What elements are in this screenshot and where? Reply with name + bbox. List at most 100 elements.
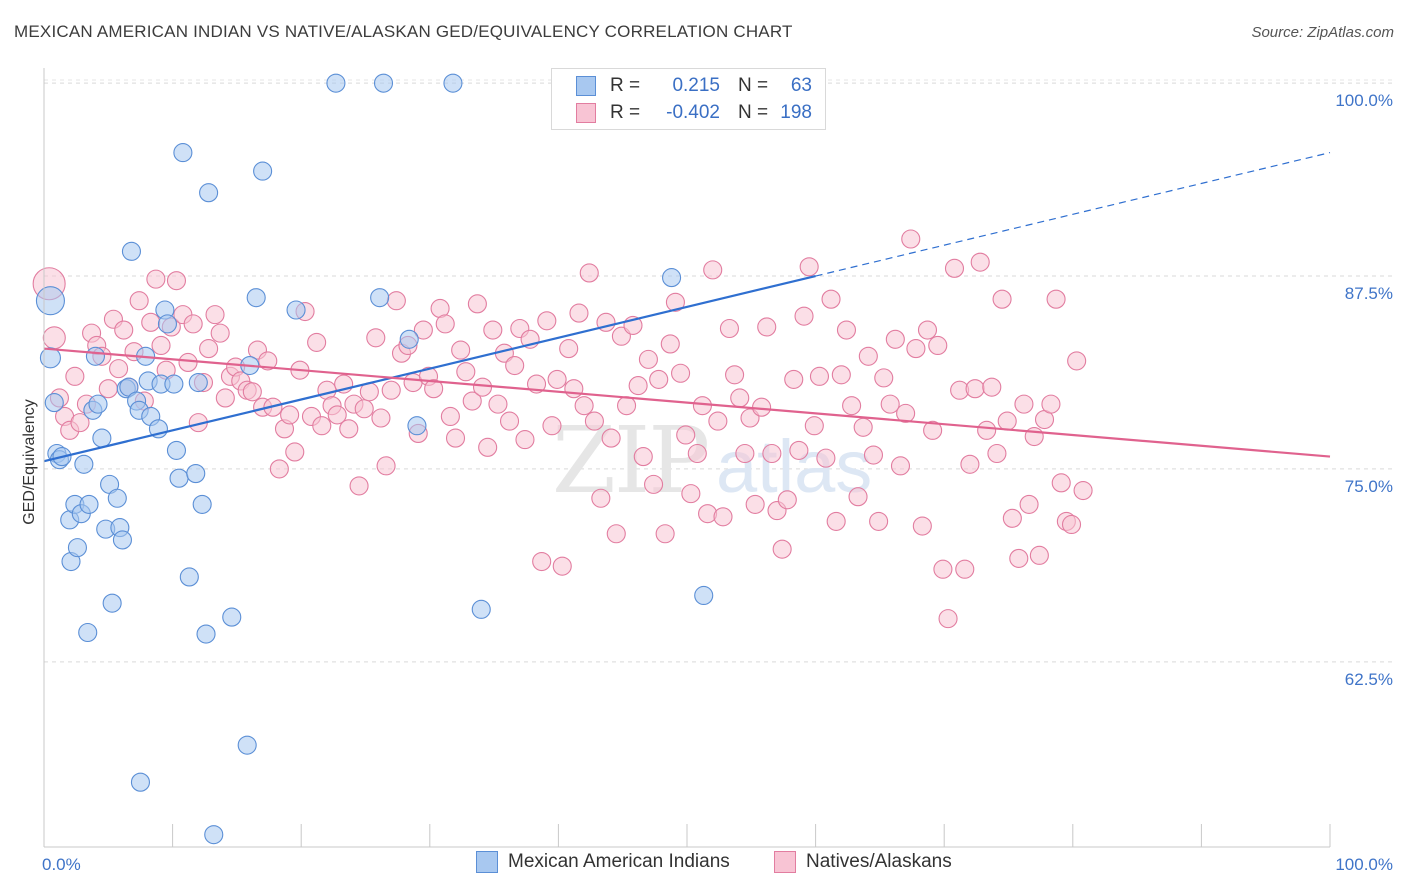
- native-alaskan-point: [789, 440, 809, 460]
- native-alaskan-point: [349, 476, 369, 496]
- mexican-american-indian-point: [166, 440, 187, 460]
- native-alaskan-point: [655, 524, 675, 544]
- native-alaskan-point: [745, 494, 765, 514]
- mexican-american-indian-point: [121, 241, 141, 261]
- native-alaskan-point: [804, 416, 824, 436]
- native-alaskan-point: [151, 335, 171, 356]
- mexican-american-indian-point: [373, 73, 394, 93]
- mexican-american-indian-point: [85, 346, 105, 366]
- x-tick-label: 0.0%: [42, 855, 81, 874]
- native-alaskan-point: [772, 539, 792, 559]
- native-alaskan-point: [836, 320, 857, 340]
- native-alaskan-point: [129, 291, 149, 311]
- n-label: N =: [738, 102, 769, 123]
- y-tick-label: 100.0%: [1335, 91, 1393, 110]
- y-tick-label: 87.5%: [1345, 284, 1393, 303]
- native-alaskan-point: [70, 413, 90, 433]
- legend-label: Natives/Alaskans: [806, 851, 952, 872]
- legend-swatch-blue: [576, 76, 596, 96]
- native-alaskan-point: [869, 511, 889, 531]
- native-alaskan-point: [354, 399, 374, 419]
- mexican-american-indian-point: [192, 494, 212, 514]
- native-alaskan-point: [912, 516, 932, 536]
- trend-lines: [43, 152, 1331, 463]
- native-alaskan-point: [109, 359, 129, 379]
- native-alaskan-point: [584, 411, 604, 431]
- native-alaskan-point: [424, 379, 444, 399]
- mexican-american-indian-point: [157, 314, 178, 334]
- native-alaskan-point: [821, 289, 841, 309]
- native-alaskan-point: [488, 394, 508, 414]
- native-alaskan-point: [1051, 473, 1071, 493]
- native-alaskan-point: [456, 362, 476, 382]
- native-alaskan-point: [1073, 480, 1093, 501]
- native-alaskan-point: [1014, 394, 1034, 414]
- native-alaskan-point: [269, 459, 289, 479]
- native-alaskan-point: [215, 388, 235, 408]
- mexican-american-indian-point: [92, 428, 112, 448]
- mexican-american-indian-point: [169, 468, 189, 488]
- legend-swatch-pink: [774, 851, 796, 873]
- native-alaskan-point: [1061, 514, 1082, 535]
- native-alaskan-point: [982, 377, 1002, 397]
- native-alaskan-point: [730, 388, 750, 408]
- native-alaskan-point: [644, 474, 664, 494]
- mexican-american-indian-point: [370, 288, 390, 308]
- native-alaskan-point: [381, 380, 401, 400]
- native-alaskan-point: [307, 332, 327, 352]
- native-alaskan-point: [478, 437, 498, 457]
- y-tick-label: 75.0%: [1345, 477, 1393, 496]
- native-alaskan-point: [692, 396, 712, 416]
- native-alaskan-point: [483, 320, 503, 340]
- mexican-american-indian-point: [112, 530, 132, 550]
- natives-alaskans-trend-line: [43, 347, 1331, 458]
- native-alaskan-point: [451, 340, 471, 360]
- y-axis-label: GED/Equivalency: [21, 399, 38, 524]
- native-alaskan-point: [687, 443, 707, 464]
- mexican-american-indian-point: [107, 488, 127, 508]
- native-alaskan-point: [386, 291, 406, 311]
- native-alaskan-point: [42, 326, 66, 350]
- native-alaskan-point: [917, 320, 938, 340]
- mexican-american-indian-point: [88, 394, 108, 414]
- native-alaskan-point: [1002, 508, 1022, 528]
- native-alaskan-point: [784, 369, 804, 389]
- native-alaskan-point: [606, 524, 626, 544]
- native-alaskan-point: [65, 366, 85, 386]
- native-alaskan-point: [547, 369, 567, 389]
- native-alaskan-point: [280, 405, 300, 425]
- legend-row-mexican-american-indians: R = 0.215 N = 63: [576, 73, 812, 99]
- native-alaskan-point: [141, 312, 161, 332]
- native-alaskan-point: [114, 320, 134, 340]
- n-value: 63: [790, 75, 812, 96]
- mexican-american-indian-point: [694, 585, 714, 606]
- native-alaskan-point: [537, 311, 557, 331]
- native-alaskan-point: [665, 292, 685, 312]
- mexican-american-indians-trend-line: [43, 274, 816, 463]
- native-alaskan-point: [579, 263, 599, 283]
- legend-item-natives-alaskans[interactable]: Natives/Alaskans: [774, 851, 952, 873]
- native-alaskan-point: [725, 365, 745, 385]
- native-alaskan-point: [371, 408, 391, 428]
- native-alaskan-point: [863, 445, 884, 465]
- mexican-american-indian-point: [164, 374, 184, 394]
- native-alaskan-point: [515, 430, 535, 450]
- native-alaskan-point: [462, 391, 482, 411]
- mexican-american-indian-point: [399, 329, 419, 349]
- native-alaskan-point: [901, 229, 921, 249]
- native-alaskan-point: [183, 314, 203, 334]
- mexican-american-indians-trend-extension: [815, 152, 1331, 277]
- mexican-american-indian-point: [407, 416, 427, 436]
- native-alaskan-point: [944, 258, 965, 278]
- legend-item-mexican-american-indians[interactable]: Mexican American Indians: [476, 851, 730, 873]
- native-alaskan-point: [1046, 289, 1066, 309]
- native-alaskan-point: [205, 305, 225, 325]
- native-alaskan-point: [799, 257, 819, 277]
- native-alaskan-point: [719, 318, 739, 339]
- mexican-american-indian-point: [662, 268, 682, 288]
- native-alaskan-point: [574, 396, 594, 416]
- mexican-american-indian-point: [44, 393, 64, 413]
- native-alaskan-point: [960, 454, 980, 474]
- mexican-american-indian-point: [179, 567, 199, 587]
- native-alaskan-point: [559, 339, 579, 359]
